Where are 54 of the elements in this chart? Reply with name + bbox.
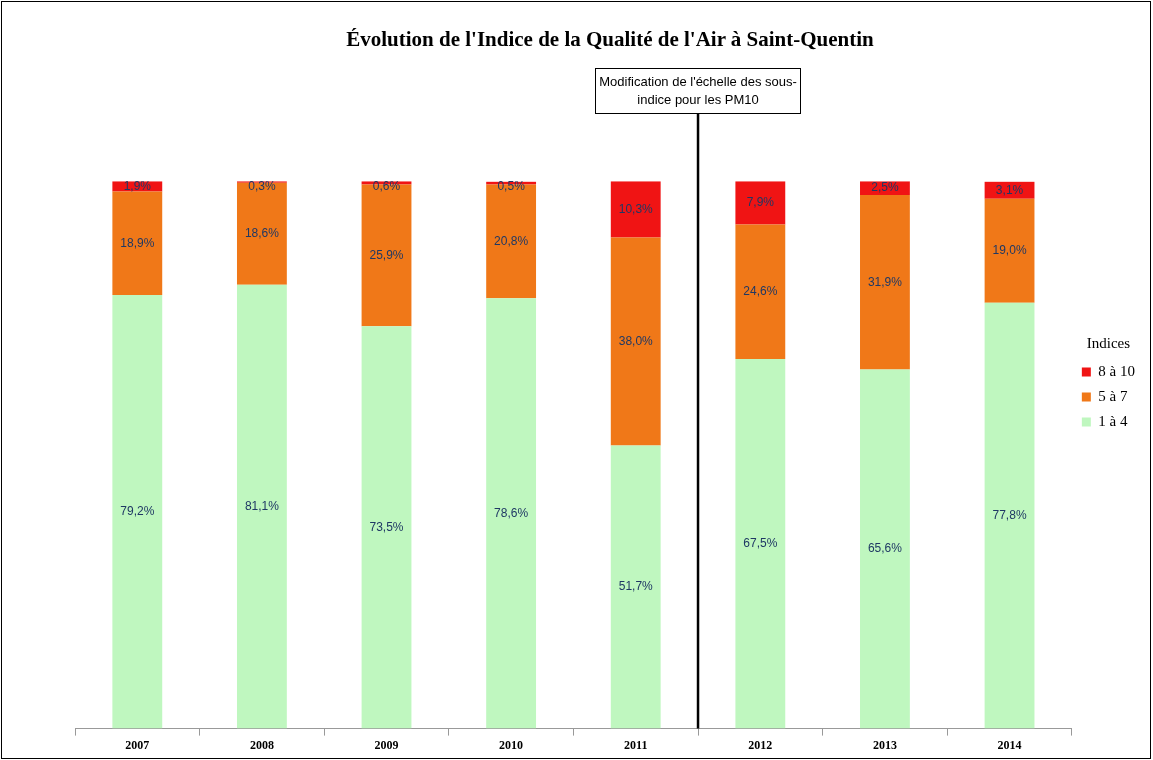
legend-title: Indices (1086, 334, 1131, 351)
data-label: 65,6% (867, 541, 903, 556)
data-label: 78,6% (494, 505, 529, 520)
bar (984, 302, 1035, 729)
data-label: 0,5% (497, 179, 526, 194)
x-tick-label: 2011 (624, 737, 648, 752)
bar (610, 181, 661, 238)
data-label: 67,5% (743, 536, 778, 551)
x-tick-label: 2010 (499, 737, 524, 752)
bar (236, 284, 287, 729)
x-tick-label: 2012 (748, 737, 773, 752)
callout-pointer: Modification de l'échelle des sous-indice pour les PM10 (595, 68, 801, 114)
x-tick-label: 2013 (872, 737, 897, 752)
data-label: 19,0% (992, 243, 1027, 258)
bar (860, 194, 910, 370)
data-label: 38,0% (618, 333, 654, 348)
data-label: 2,5% (871, 180, 899, 195)
bar (735, 359, 786, 729)
data-label: 18,6% (244, 226, 280, 241)
legend-label: 1 à 4 (1098, 412, 1128, 429)
data-label: 31,9% (867, 274, 903, 289)
data-label: 20,8% (494, 233, 529, 248)
data-label: 24,6% (743, 284, 778, 299)
legend-label: 5 à 7 (1098, 387, 1128, 404)
chart-title: Évolution de l'Indice de la Qualité de l'Air à Saint-Quentin (346, 27, 875, 52)
x-tick-label: 2007 (125, 737, 150, 752)
bar (610, 237, 661, 446)
x-tick-label: 2008 (249, 737, 274, 752)
data-label: 3,1% (995, 182, 1024, 197)
data-label: 18,9% (120, 235, 155, 250)
bar (610, 445, 661, 729)
bar (112, 295, 163, 729)
bar (735, 224, 786, 360)
data-label: 73,5% (369, 519, 404, 534)
data-label: 0,3% (248, 178, 276, 193)
bar (860, 369, 910, 729)
bar (112, 191, 163, 296)
data-label: 0,6% (372, 178, 401, 193)
legend-label: 8 à 10 (1098, 362, 1136, 379)
data-label: 51,7% (618, 579, 654, 594)
bar (361, 326, 412, 729)
data-label: 25,9% (369, 247, 404, 262)
bar (486, 298, 537, 729)
bar (735, 181, 786, 225)
bar (236, 182, 287, 285)
data-label: 10,3% (618, 201, 654, 216)
data-label: 1,9% (123, 178, 152, 193)
data-label: 81,1% (244, 498, 280, 513)
x-tick-label: 2009 (374, 737, 399, 752)
data-label: 79,2% (120, 504, 155, 519)
bar (984, 198, 1035, 303)
data-label: 7,9% (746, 195, 775, 210)
data-label: 77,8% (992, 507, 1027, 522)
x-tick-label: 2014 (997, 737, 1022, 752)
